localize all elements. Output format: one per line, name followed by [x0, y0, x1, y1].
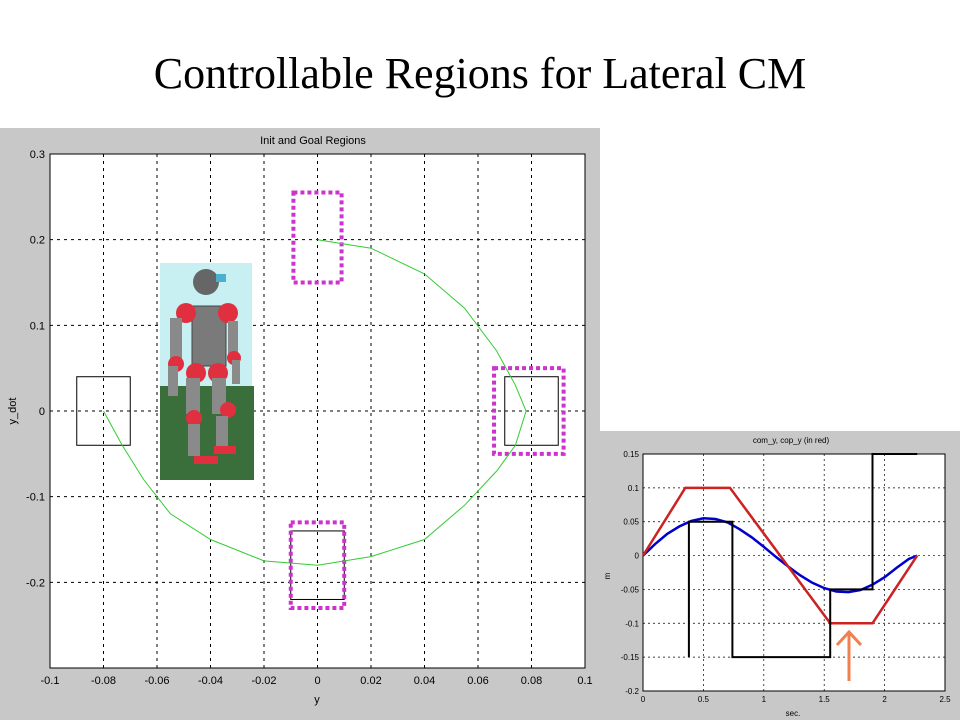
main-x-tick-label: -0.1 — [41, 675, 60, 687]
inner-region — [290, 530, 345, 600]
sub-plot-svg: com_y, cop_y (in red) 0 0.5 1 1.5 2 2.5 0.15 0.… — [603, 436, 951, 718]
main-x-tick-label: -0.08 — [91, 675, 116, 687]
main-plot-svg: Init and Goal Regions -0.1 -0.08 -0.06 -0.0… — [7, 135, 593, 706]
main-plot-title: Init and Goal Regions — [260, 135, 366, 147]
trajectory-line — [103, 239, 527, 566]
sub-tick-labels: 0 0.5 1 1.5 2 2.5 0.15 0.1 0.05 0 -0.05 -0.1 -0.15 -0… — [621, 450, 951, 704]
inner-region — [504, 376, 559, 446]
main-tick-labels: -0.1 -0.08 -0.06 -0.04 -0.02 0 0.02 0.04 0.06 0.0… — [26, 149, 593, 687]
sub-series-line-2 — [687, 453, 918, 659]
main-plot-panel: Init and Goal Regions -0.1 -0.08 -0.06 -0.0… — [0, 128, 600, 720]
sub-y-tick-label: 0.1 — [628, 484, 640, 493]
sub-x-tick-label: 1 — [762, 695, 767, 704]
main-x-tick-label: 0.1 — [577, 675, 592, 687]
sub-y-tick-label: -0.15 — [621, 653, 640, 662]
main-x-tick-label: -0.04 — [198, 675, 223, 687]
main-x-tick-label: -0.02 — [251, 675, 276, 687]
goal-region — [492, 366, 566, 456]
goal-region — [291, 190, 344, 285]
main-x-tick-label: -0.06 — [144, 675, 169, 687]
main-x-tick-label: 0.04 — [414, 675, 435, 687]
init-region — [76, 376, 131, 446]
main-y-tick-label: -0.2 — [26, 577, 45, 589]
sub-y-axis-label: m — [603, 572, 612, 579]
main-y-axis-label: y_dot — [7, 398, 19, 425]
sub-plot-title: com_y, cop_y (in red) — [753, 436, 830, 445]
sub-y-tick-label: 0 — [635, 552, 640, 561]
main-x-tick-label: 0.08 — [521, 675, 542, 687]
main-y-tick-label: 0.1 — [30, 320, 45, 332]
main-y-tick-label: 0.2 — [30, 235, 45, 247]
sub-y-tick-label: -0.2 — [625, 687, 639, 696]
sub-plot-panel: com_y, cop_y (in red) 0 0.5 1 1.5 2 2.5 0.15 0.… — [596, 431, 960, 720]
sub-x-tick-label: 0 — [641, 695, 646, 704]
sub-y-tick-label: -0.1 — [625, 619, 639, 628]
slide-title: Controllable Regions for Lateral CM — [153, 49, 807, 98]
sub-series-line-1 — [641, 486, 919, 625]
main-y-tick-label: 0 — [39, 406, 45, 418]
main-x-tick-label: 0.02 — [360, 675, 381, 687]
sub-x-tick-label: 1.5 — [819, 695, 831, 704]
main-plot-marks — [76, 190, 566, 611]
sub-x-tick-label: 0.5 — [698, 695, 710, 704]
main-y-tick-label: 0.3 — [30, 149, 45, 161]
sub-y-tick-label: -0.05 — [621, 585, 640, 594]
main-grid — [50, 154, 585, 668]
sub-x-tick-label: 2 — [882, 695, 887, 704]
annotation-arrow-icon — [835, 629, 863, 681]
robot-illustration — [160, 263, 254, 480]
main-y-tick-label: -0.1 — [26, 492, 45, 504]
sub-plot-marks — [641, 453, 919, 659]
sub-y-tick-label: 0.05 — [623, 518, 639, 527]
sub-x-tick-label: 2.5 — [939, 695, 951, 704]
main-x-tick-label: 0.06 — [467, 675, 488, 687]
main-x-tick-label: 0 — [314, 675, 320, 687]
sub-x-axis-label: sec. — [786, 709, 801, 718]
main-x-axis-label: y — [314, 694, 320, 706]
sub-y-tick-label: 0.15 — [623, 450, 639, 459]
